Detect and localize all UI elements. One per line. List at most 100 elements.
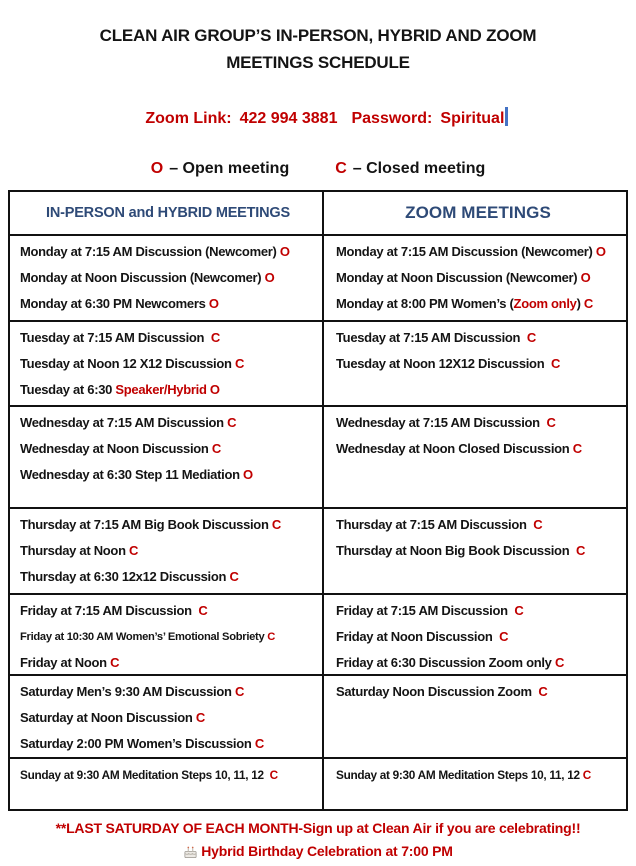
meeting-text: Sunday at 9:30 AM Meditation Steps 10, 1…	[336, 768, 583, 782]
meeting-line: Thursday at 6:30 12x12 Discussion C	[20, 564, 316, 590]
table-row-friday: Friday at 7:15 AM Discussion C Friday at …	[10, 593, 626, 674]
meeting-status-marker: C	[538, 684, 548, 699]
meeting-line: Friday at 6:30 Discussion Zoom only C	[336, 650, 620, 674]
title-line-1: CLEAN AIR GROUP’S IN-PERSON, HYBRID AND …	[99, 26, 537, 45]
meeting-line: Thursday at 7:15 AM Discussion C	[336, 512, 620, 538]
meeting-text: Monday at 7:15 AM Discussion (Newcomer)	[20, 244, 280, 259]
meeting-line: Saturday Noon Discussion Zoom C	[336, 679, 620, 705]
meeting-status-marker: C	[546, 415, 556, 430]
meeting-status-marker: O	[580, 270, 591, 285]
meeting-line: Saturday Men’s 9:30 AM Discussion C	[20, 679, 316, 705]
meeting-line: Monday at 8:00 PM Women’s (Zoom only) C	[336, 291, 620, 317]
saturday-right-cell: Saturday Noon Discussion Zoom C	[322, 676, 626, 757]
saturday-left-cell: Saturday Men’s 9:30 AM Discussion C Satur…	[10, 676, 322, 757]
meeting-text: Monday at Noon Discussion (Newcomer)	[336, 270, 581, 285]
password-label: Password:	[351, 110, 433, 127]
meeting-line: Friday at 7:15 AM Discussion C	[20, 598, 316, 624]
meeting-text: Friday at Noon	[20, 655, 111, 670]
open-meeting-symbol: O	[150, 160, 164, 177]
thursday-right-cell: Thursday at 7:15 AM Discussion C Thursday…	[322, 509, 626, 593]
tuesday-right-cell: Tuesday at 7:15 AM Discussion C Tuesday a…	[322, 322, 626, 405]
meeting-line: Friday at 10:30 AM Women’s’ Emotional So…	[20, 624, 316, 650]
password-value[interactable]: Spiritual	[440, 110, 505, 127]
meeting-status-marker: C	[269, 768, 279, 782]
meeting-line: Sunday at 9:30 AM Meditation Steps 10, 1…	[336, 762, 620, 788]
meeting-status-marker: O	[279, 244, 290, 259]
meeting-line: Saturday 2:00 PM Women’s Discussion C	[20, 731, 316, 757]
document-page: CLEAN AIR GROUP’S IN-PERSON, HYBRID AND …	[0, 22, 636, 859]
meeting-line: Friday at Noon Discussion C	[336, 624, 620, 650]
meeting-status-marker: C	[229, 569, 239, 584]
footer-line-2-text: Hybrid Birthday Celebration at 7:00 PM	[201, 843, 453, 859]
meeting-text: Thursday at 6:30 12x12 Discussion	[20, 569, 230, 584]
meeting-status-marker: C	[583, 296, 594, 311]
meeting-line: Tuesday at Noon 12X12 Discussion C	[336, 351, 620, 377]
meeting-text: Monday at 8:00 PM Women’s (	[336, 296, 514, 311]
meeting-line: Tuesday at 7:15 AM Discussion C	[336, 325, 620, 351]
meeting-text: Tuesday at Noon 12X12 Discussion	[336, 356, 551, 371]
meeting-text: Tuesday at Noon 12 X12 Discussion	[20, 356, 235, 371]
sunday-right-cell: Sunday at 9:30 AM Meditation Steps 10, 1…	[322, 759, 626, 809]
meeting-text: Friday at 10:30 AM Women’s’ Emotional So…	[20, 631, 268, 643]
meeting-status-marker: C	[110, 655, 120, 670]
meeting-status-marker: C	[514, 603, 524, 618]
legend-line: O – Open meeting C – Closed meeting	[0, 158, 636, 180]
header-inperson-hybrid: IN-PERSON and HYBRID MEETINGS	[46, 205, 290, 221]
legend-closed: C – Closed meeting	[335, 158, 485, 180]
meeting-status-marker: C	[198, 603, 208, 618]
meeting-status-marker: C	[195, 710, 205, 725]
meeting-text: Friday at 7:15 AM Discussion	[20, 603, 199, 618]
meeting-line: Monday at 7:15 AM Discussion (Newcomer) …	[336, 239, 620, 265]
meeting-line: Thursday at Noon Big Book Discussion C	[336, 538, 620, 564]
meeting-text: Wednesday at 6:30 Step 11 Mediation	[20, 467, 244, 482]
meeting-line: Wednesday at 7:15 AM Discussion C	[20, 410, 316, 436]
meeting-line: Wednesday at Noon Discussion C	[20, 436, 316, 462]
meeting-status-marker: C	[234, 356, 245, 371]
meeting-text: Saturday Men’s 9:30 AM Discussion	[20, 684, 235, 699]
birthday-cake-icon	[183, 843, 198, 866]
meeting-line: Wednesday at 6:30 Step 11 Mediation O	[20, 462, 316, 488]
meeting-text: Saturday 2:00 PM Women’s Discussion	[20, 736, 255, 751]
wednesday-left-cell: Wednesday at 7:15 AM Discussion C Wednesd…	[10, 407, 322, 507]
table-row-sunday: Sunday at 9:30 AM Meditation Steps 10, 1…	[10, 757, 626, 809]
meeting-status-marker: C	[533, 517, 543, 532]
meeting-status-marker: C	[499, 629, 509, 644]
meeting-line: Friday at 7:15 AM Discussion C	[336, 598, 620, 624]
friday-right-cell: Friday at 7:15 AM Discussion C Friday at …	[322, 595, 626, 674]
header-zoom-meetings: ZOOM MEETINGS	[322, 192, 626, 234]
meeting-status-marker: C	[234, 684, 245, 699]
meeting-status-marker: Zoom only	[513, 296, 577, 311]
footer-note: **LAST SATURDAY OF EACH MONTH-Sign up at…	[0, 817, 636, 866]
meeting-text: Tuesday at 7:15 AM Discussion	[20, 330, 211, 345]
meeting-status-marker: C	[554, 655, 565, 670]
meeting-text: Friday at Noon Discussion	[336, 629, 500, 644]
table-row-monday: Monday at 7:15 AM Discussion (Newcomer) …	[10, 234, 626, 320]
meeting-status-marker: C	[227, 415, 237, 430]
meeting-status-marker: Speaker/Hybrid O	[115, 382, 220, 397]
table-row-wednesday: Wednesday at 7:15 AM Discussion C Wednesd…	[10, 405, 626, 507]
footer-line-2: Hybrid Birthday Celebration at 7:00 PM	[0, 840, 636, 866]
zoom-link-line[interactable]: Zoom Link: 422 994 3881 Password: Spiritual	[0, 85, 636, 152]
meeting-text: Saturday Noon Discussion Zoom	[336, 684, 539, 699]
meeting-line: Thursday at 7:15 AM Big Book Discussion …	[20, 512, 316, 538]
meeting-status-marker: C	[129, 543, 139, 558]
meeting-text: Saturday at Noon Discussion	[20, 710, 196, 725]
meeting-status-marker: C	[267, 631, 275, 643]
meeting-text: Wednesday at 7:15 AM Discussion	[336, 415, 547, 430]
meeting-text: Monday at 6:30 PM Newcomers	[20, 296, 209, 311]
meeting-text: Thursday at Noon	[20, 543, 130, 558]
wednesday-right-cell: Wednesday at 7:15 AM Discussion C Wednesd…	[322, 407, 626, 507]
meeting-text: Wednesday at 7:15 AM Discussion	[20, 415, 228, 430]
meeting-line: Wednesday at 7:15 AM Discussion C	[336, 410, 620, 436]
page-title: CLEAN AIR GROUP’S IN-PERSON, HYBRID AND …	[0, 22, 636, 76]
meeting-text: Monday at Noon Discussion (Newcomer)	[20, 270, 265, 285]
meeting-line: Monday at 6:30 PM Newcomers O	[20, 291, 316, 317]
schedule-table: IN-PERSON and HYBRID MEETINGS ZOOM MEETI…	[8, 190, 628, 811]
meeting-status-marker: C	[210, 330, 220, 345]
meeting-status-marker: O	[243, 467, 253, 482]
table-header-row: IN-PERSON and HYBRID MEETINGS ZOOM MEETI…	[10, 192, 626, 234]
meeting-status-marker: C	[582, 768, 592, 782]
meeting-text: Tuesday at 6:30	[20, 382, 116, 397]
footer-line-1: **LAST SATURDAY OF EACH MONTH-Sign up at…	[55, 820, 581, 836]
meeting-line: Thursday at Noon C	[20, 538, 316, 564]
